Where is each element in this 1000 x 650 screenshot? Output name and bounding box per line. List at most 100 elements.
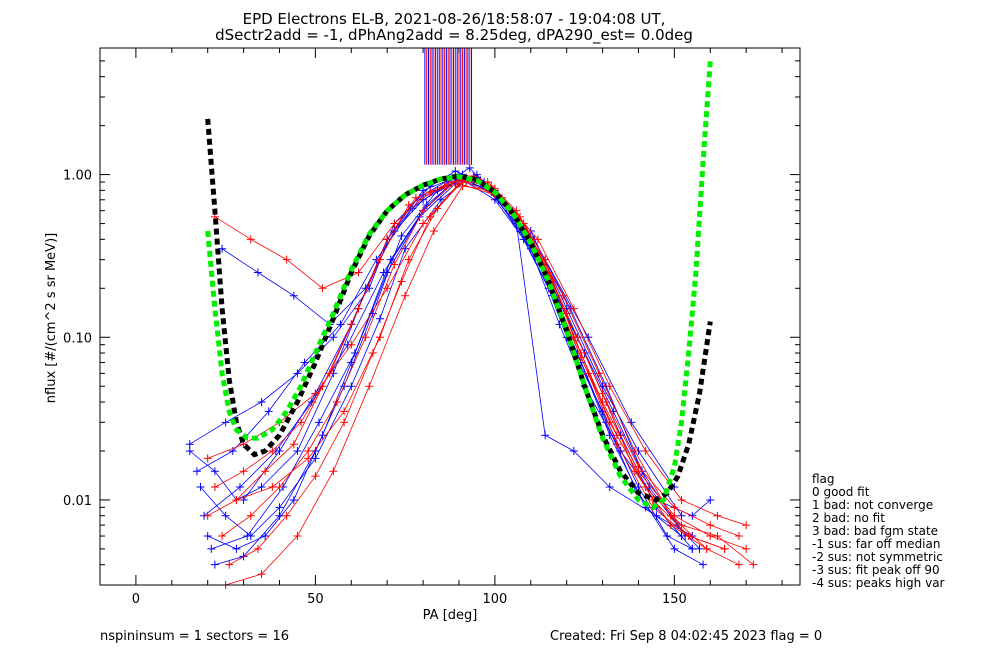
chart-subtitle: dSectr2add = -1, dPhAng2add = 8.25deg, d… xyxy=(215,26,693,45)
data-point xyxy=(670,503,679,512)
data-point xyxy=(699,560,708,569)
series-line-16 xyxy=(225,185,707,586)
data-point xyxy=(203,532,212,541)
data-point xyxy=(559,291,568,300)
series-line-1 xyxy=(200,180,693,550)
data-point xyxy=(562,309,571,318)
legend-entry: 3 bad: bad fgm state xyxy=(812,524,938,538)
data-point xyxy=(275,483,284,492)
data-point xyxy=(311,454,320,463)
legend-title: flag xyxy=(812,472,835,486)
data-point xyxy=(218,532,227,541)
data-point xyxy=(569,304,578,313)
data-point xyxy=(314,418,323,427)
data-point xyxy=(577,353,586,362)
data-point xyxy=(734,532,743,541)
data-point xyxy=(401,291,410,300)
data-point xyxy=(225,560,234,569)
data-point xyxy=(340,407,349,416)
data-point xyxy=(677,511,686,520)
data-point xyxy=(419,206,428,215)
x-axis-label: PA [deg] xyxy=(423,608,478,623)
data-point xyxy=(311,472,320,481)
data-point xyxy=(383,284,392,293)
data-point xyxy=(282,255,291,264)
data-point xyxy=(210,467,219,476)
data-point xyxy=(329,467,338,476)
data-point xyxy=(304,454,313,463)
data-point xyxy=(311,389,320,398)
data-point xyxy=(192,467,201,476)
chart-title: EPD Electrons EL-B, 2021-08-26/18:58:07 … xyxy=(243,10,666,28)
data-point xyxy=(257,483,266,492)
data-point xyxy=(293,446,302,455)
data-point xyxy=(318,284,327,293)
data-point xyxy=(720,544,729,553)
data-point xyxy=(706,495,715,504)
data-point xyxy=(185,440,194,449)
data-point xyxy=(347,340,356,349)
data-point xyxy=(221,511,230,520)
series-line-15 xyxy=(207,183,740,537)
fit-green xyxy=(205,60,713,511)
data-point xyxy=(666,521,675,530)
data-point xyxy=(663,532,672,541)
axes-layer: 0 50 100 150 0.01 0.10 1.00 xyxy=(63,47,800,607)
data-point xyxy=(688,511,697,520)
series-line-6 xyxy=(196,167,700,550)
data-point xyxy=(210,483,219,492)
data-point xyxy=(652,511,661,520)
data-point xyxy=(354,304,363,313)
data-point xyxy=(304,446,313,455)
data-point xyxy=(630,467,639,476)
data-point xyxy=(695,544,704,553)
series-line-13 xyxy=(229,180,740,566)
data-point xyxy=(605,382,614,391)
series-line-7 xyxy=(203,174,686,537)
data-point xyxy=(609,407,618,416)
plot-frame xyxy=(99,47,801,586)
data-point xyxy=(713,532,722,541)
legend-entry: 0 good fit xyxy=(812,485,870,499)
legend-entry: 1 bad: not converge xyxy=(812,498,933,512)
data-point xyxy=(451,167,460,176)
data-point xyxy=(569,446,578,455)
data-point xyxy=(612,440,621,449)
data-point xyxy=(713,511,722,520)
data-point xyxy=(257,397,266,406)
data-point xyxy=(347,382,356,391)
data-point xyxy=(282,511,291,520)
data-point xyxy=(386,255,395,264)
data-point xyxy=(734,560,743,569)
data-point xyxy=(293,369,302,378)
data-point xyxy=(354,268,363,277)
data-point xyxy=(605,431,614,440)
data-point xyxy=(429,227,438,236)
data-point xyxy=(677,495,686,504)
y-tick-label: 0.10 xyxy=(63,331,92,346)
data-point xyxy=(289,495,298,504)
x-tick-label: 100 xyxy=(482,592,507,607)
x-tick-label: 150 xyxy=(662,592,687,607)
data-point xyxy=(397,231,406,240)
data-point xyxy=(261,467,270,476)
data-point xyxy=(419,219,428,228)
data-point xyxy=(361,333,370,342)
data-point xyxy=(594,369,603,378)
data-point xyxy=(612,431,621,440)
data-point xyxy=(433,204,442,213)
data-point xyxy=(749,560,758,569)
data-point xyxy=(458,182,467,191)
data-point xyxy=(264,407,273,416)
data-point xyxy=(253,544,262,553)
data-point xyxy=(411,193,420,202)
data-point xyxy=(297,418,306,427)
data-point xyxy=(706,532,715,541)
data-point xyxy=(261,532,270,541)
data-point xyxy=(465,163,474,172)
data-point xyxy=(268,483,277,492)
series-line-5 xyxy=(221,180,682,516)
data-point xyxy=(426,188,435,197)
legend-entry: -3 sus: fit peak off 90 xyxy=(812,563,940,577)
data-point xyxy=(325,369,334,378)
